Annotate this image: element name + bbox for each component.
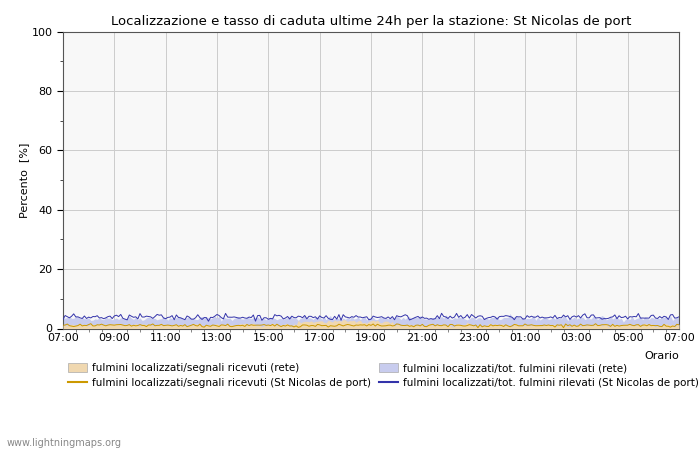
- Legend: fulmini localizzati/segnali ricevuti (rete), fulmini localizzati/segnali ricevut: fulmini localizzati/segnali ricevuti (re…: [68, 364, 699, 387]
- Text: www.lightningmaps.org: www.lightningmaps.org: [7, 438, 122, 448]
- Title: Localizzazione e tasso di caduta ultime 24h per la stazione: St Nicolas de port: Localizzazione e tasso di caduta ultime …: [111, 14, 631, 27]
- Y-axis label: Percento  [%]: Percento [%]: [19, 142, 29, 218]
- Text: Orario: Orario: [644, 351, 679, 361]
